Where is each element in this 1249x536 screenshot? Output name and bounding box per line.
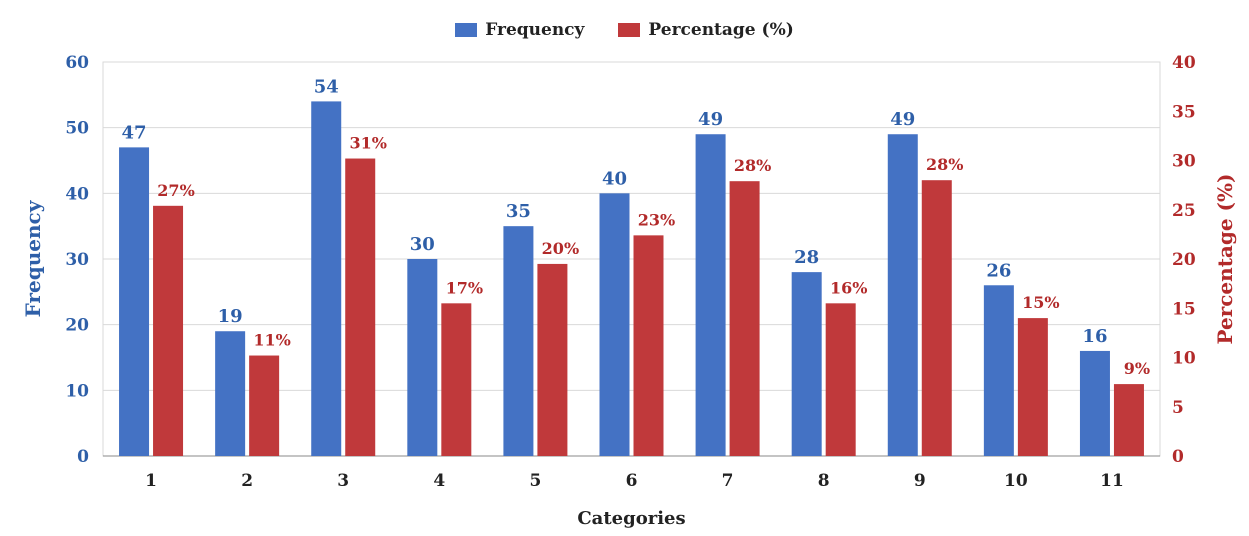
- x-tick-label: 5: [529, 471, 541, 491]
- data-label-frequency: 16: [1082, 326, 1107, 347]
- data-label-percentage: 16%: [830, 278, 867, 297]
- x-tick-label: 6: [626, 471, 638, 491]
- bar-frequency: [983, 285, 1014, 456]
- bar-percentage: [825, 303, 856, 456]
- data-label-percentage: 28%: [926, 155, 963, 174]
- y2-tick-label: 5: [1172, 398, 1184, 418]
- bar-frequency: [887, 134, 918, 456]
- bar-percentage: [537, 263, 568, 456]
- data-label-percentage: 20%: [542, 239, 579, 258]
- y2-tick-label: 10: [1172, 349, 1196, 369]
- legend-item-percentage: Percentage (%): [618, 20, 794, 40]
- data-label-percentage: 31%: [349, 134, 386, 153]
- bar-frequency: [311, 101, 342, 457]
- bar-frequency: [215, 331, 246, 456]
- bar-frequency: [407, 259, 438, 456]
- data-label-frequency: 28: [794, 247, 819, 268]
- y2-tick-label: 0: [1172, 447, 1184, 467]
- bar-percentage: [633, 235, 664, 456]
- data-label-percentage: 9%: [1124, 359, 1150, 378]
- x-tick-label: 8: [818, 471, 830, 491]
- y2-tick-label: 35: [1172, 102, 1196, 122]
- y-tick-label: 20: [65, 316, 89, 336]
- bar-frequency: [119, 147, 150, 456]
- bar-percentage: [441, 303, 472, 456]
- legend-label-frequency: Frequency: [485, 20, 585, 40]
- bar-percentage: [1017, 318, 1048, 456]
- bar-percentage: [1113, 384, 1144, 456]
- data-label-frequency: 19: [218, 306, 243, 327]
- x-tick-label: 10: [1004, 471, 1028, 491]
- data-label-percentage: 17%: [446, 278, 483, 297]
- bar-frequency: [1079, 350, 1110, 456]
- data-label-percentage: 15%: [1022, 293, 1059, 312]
- bar-percentage: [153, 205, 184, 456]
- x-tick-label: 9: [914, 471, 926, 491]
- legend-item-frequency: Frequency: [455, 20, 584, 40]
- data-label-percentage: 11%: [253, 331, 290, 350]
- data-label-percentage: 28%: [734, 156, 771, 175]
- y2-axis-title: Percentage (%): [1213, 173, 1237, 344]
- y-tick-label: 30: [65, 250, 89, 270]
- x-axis-title: Categories: [577, 508, 685, 529]
- x-tick-label: 2: [241, 471, 253, 491]
- bar-frequency: [791, 272, 822, 456]
- data-label-percentage: 23%: [638, 210, 675, 229]
- bar-frequency: [599, 193, 630, 457]
- y-tick-label: 0: [77, 447, 89, 467]
- data-label-frequency: 26: [986, 260, 1011, 281]
- data-label-percentage: 27%: [157, 181, 194, 200]
- y-tick-label: 10: [65, 381, 89, 401]
- y-axis-title: Frequency: [21, 199, 45, 317]
- data-label-frequency: 40: [602, 168, 627, 189]
- y2-tick-label: 25: [1172, 201, 1196, 221]
- legend-swatch-percentage: [618, 23, 641, 37]
- x-tick-label: 7: [722, 471, 734, 491]
- legend-swatch-frequency: [455, 23, 478, 37]
- legend: Frequency Percentage (%): [0, 20, 1249, 40]
- bar-percentage: [921, 180, 952, 456]
- x-tick-label: 3: [337, 471, 349, 491]
- data-label-frequency: 30: [410, 234, 435, 255]
- x-tick-label: 1: [145, 471, 157, 491]
- bar-frequency: [695, 134, 726, 456]
- data-label-frequency: 49: [698, 109, 723, 130]
- data-label-frequency: 49: [890, 109, 915, 130]
- y2-tick-label: 40: [1172, 53, 1196, 73]
- x-tick-label: 11: [1100, 471, 1124, 491]
- data-label-frequency: 54: [314, 76, 339, 97]
- y2-tick-label: 15: [1172, 299, 1196, 319]
- data-label-frequency: 47: [122, 122, 147, 143]
- y2-tick-label: 20: [1172, 250, 1196, 270]
- y-tick-label: 40: [65, 184, 89, 204]
- bar-percentage: [729, 181, 760, 456]
- y-tick-label: 60: [65, 53, 89, 73]
- y-tick-label: 50: [65, 119, 89, 139]
- x-tick-label: 4: [433, 471, 445, 491]
- bar-percentage: [249, 355, 280, 456]
- y2-tick-label: 30: [1172, 152, 1196, 172]
- bar-frequency: [503, 226, 534, 456]
- legend-label-percentage: Percentage (%): [648, 20, 794, 40]
- bar-percentage: [345, 158, 376, 456]
- data-label-frequency: 35: [506, 201, 531, 222]
